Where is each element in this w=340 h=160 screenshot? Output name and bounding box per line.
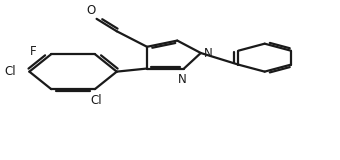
Text: N: N — [178, 73, 187, 86]
Text: N: N — [204, 47, 213, 60]
Text: F: F — [30, 45, 36, 58]
Text: Cl: Cl — [4, 65, 16, 78]
Text: Cl: Cl — [91, 94, 102, 107]
Text: O: O — [86, 4, 95, 17]
